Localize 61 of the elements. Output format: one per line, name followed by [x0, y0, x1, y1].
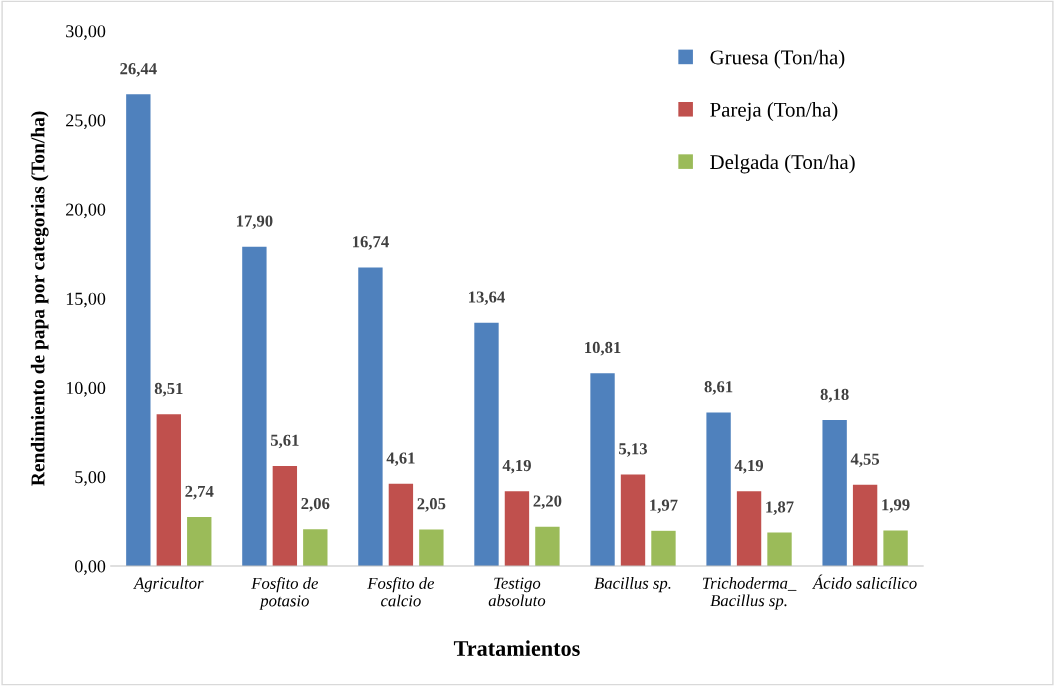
bar	[388, 483, 414, 566]
legend-label: Pareja (Ton/ha)	[710, 102, 838, 121]
data-label: 26,44	[120, 63, 157, 77]
x-tick-label: Bacillus sp.	[594, 577, 671, 593]
x-tick-label: Trichoderma_ Bacillus sp.	[702, 577, 797, 610]
data-label: 5,61	[270, 434, 299, 449]
data-label: 2,06	[301, 497, 330, 512]
data-label: 2,20	[533, 495, 562, 510]
y-tick-label: 0,00	[75, 560, 106, 575]
data-label: 4,61	[386, 452, 415, 467]
bar	[242, 246, 267, 566]
y-tick-label: 20,00	[66, 203, 106, 219]
y-tick-label: 5,00	[75, 471, 106, 486]
bar	[303, 529, 328, 566]
data-label: 2,05	[417, 498, 446, 512]
legend-label: Delgada (Ton/ha)	[710, 154, 855, 174]
data-label: 1,87	[766, 501, 794, 515]
bar	[852, 484, 878, 566]
data-label: 5,13	[619, 443, 648, 457]
x-tick-label: Fosfito de potasio	[251, 577, 319, 610]
data-label: 8,51	[154, 382, 183, 397]
bar	[187, 517, 212, 566]
x-tick-label: Agricultor	[133, 577, 204, 593]
legend-label: Gruesa (Ton/ha)	[710, 49, 845, 69]
bar	[590, 373, 615, 566]
bar	[883, 530, 908, 566]
data-label: 10,81	[585, 341, 621, 356]
data-label: 17,90	[236, 215, 273, 230]
bar	[156, 414, 181, 566]
bar	[736, 491, 762, 566]
bar	[651, 530, 676, 566]
y-axis-title: Rendimiento de papa por categorias (Ton/ha)	[30, 111, 49, 486]
x-axis-title: Tratamientos	[453, 640, 580, 656]
y-tick-label: 25,00	[66, 114, 106, 130]
bar	[419, 529, 444, 566]
data-label: 4,55	[850, 453, 880, 468]
bar	[822, 420, 847, 566]
data-label: 8,61	[704, 381, 733, 395]
bar	[126, 94, 151, 566]
bar	[504, 491, 530, 566]
data-label: 1,99	[882, 499, 910, 513]
x-tick-label: Fosfito de calcio	[367, 577, 435, 607]
x-tick-label: Testigo absoluto	[488, 577, 546, 607]
data-label: 1,97	[650, 499, 678, 514]
data-label: 4,19	[734, 459, 764, 474]
bar	[272, 465, 298, 566]
data-label: 8,18	[820, 388, 849, 403]
x-tick-label: Ácido salicílico	[812, 574, 917, 589]
bar	[767, 532, 792, 566]
bar	[620, 474, 646, 566]
bar	[706, 412, 731, 566]
data-label: 2,74	[185, 485, 214, 500]
data-label: 16,74	[353, 236, 389, 250]
y-tick-label: 15,00	[66, 292, 106, 308]
bar	[474, 322, 499, 566]
data-label: 4,19	[502, 459, 531, 474]
y-tick-label: 10,00	[66, 381, 106, 397]
data-label: 13,64	[469, 291, 505, 306]
bar	[535, 526, 560, 566]
bar	[358, 267, 383, 566]
y-tick-label: 30,00	[66, 25, 106, 40]
